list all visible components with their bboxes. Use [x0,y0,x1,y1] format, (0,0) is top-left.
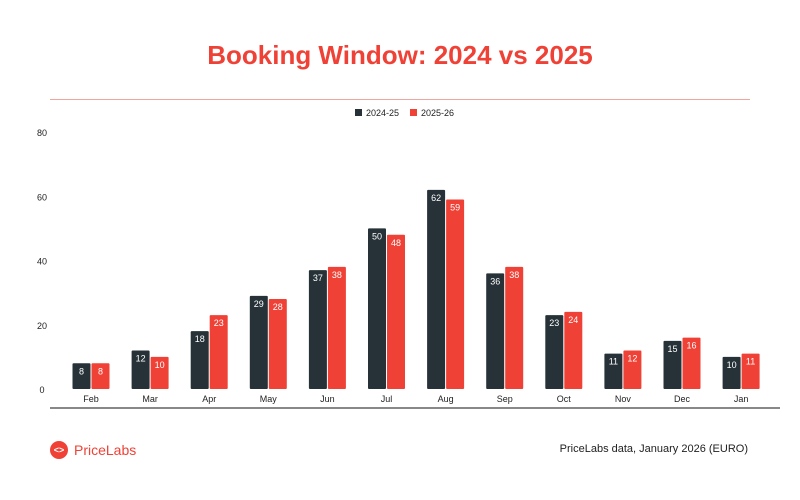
y-tick-label: 80 [37,128,47,138]
bar-2025-26-Jul [387,234,405,389]
bar-2024-25-Mar [131,350,150,389]
bar-2024-25-Jun [308,270,327,389]
x-tick-label: Jul [381,394,393,404]
data-label-2024-25-Oct: 23 [549,318,559,328]
legend-swatch-2025-26 [410,109,417,116]
x-tick-label: Sep [497,394,513,404]
y-tick-label: 0 [39,385,44,395]
data-label-2024-25-Dec: 15 [667,344,677,354]
pricelabs-logo: <> PriceLabs [50,441,136,459]
bar-2024-25-Dec [663,340,682,389]
x-tick-label: Jan [734,394,749,404]
bar-2024-25-Apr [190,331,209,389]
bar-2025-26-Nov [623,350,642,389]
legend-label-2025-26: 2025-26 [421,108,454,118]
bar-2025-26-Feb [91,363,110,389]
pricelabs-logo-icon: <> [50,441,68,459]
x-tick-label: Nov [615,394,632,404]
y-tick-label: 20 [37,321,47,331]
data-label-2025-26-Jan: 11 [746,357,755,367]
data-label-2025-26-Dec: 16 [686,341,696,351]
data-label-2024-25-Jun: 37 [313,273,323,283]
data-label-2024-25-Apr: 18 [195,334,205,344]
bar-2024-25-Nov [604,353,623,389]
data-label-2025-26-Nov: 12 [627,353,637,363]
data-label-2025-26-Sep: 38 [509,270,519,280]
x-tick-label: Oct [557,394,572,404]
legend-label-2024-25: 2024-25 [366,108,399,118]
x-tick-label: Dec [674,394,691,404]
data-label-2025-26-Oct: 24 [568,315,578,325]
source-note: PriceLabs data, January 2026 (EURO) [559,443,748,455]
bar-2025-26-May [268,299,287,389]
bar-2024-25-Jul [368,228,386,389]
y-tick-label: 40 [37,257,47,267]
bar-2025-26-Apr [209,315,228,389]
bar-2024-25-Aug [427,189,446,389]
chart-title: Booking Window: 2024 vs 2025 [207,40,593,70]
data-label-2025-26-Mar: 10 [155,360,165,370]
x-tick-label: Feb [83,394,99,404]
bar-2024-25-Feb [72,363,91,389]
y-tick-label: 60 [37,192,47,202]
bar-chart: 0 20 40 60 80 2024-25 2025-26 Feb 8 8 Mar 12 10 Apr 18… [37,108,780,409]
bar-2025-26-Dec [682,337,701,389]
bar-2024-25-Jan [722,356,741,389]
x-tick-label: Aug [438,394,454,404]
data-label-2024-25-Sep: 36 [490,276,500,286]
title-divider [50,99,750,100]
bar-2024-25-May [249,295,268,389]
x-tick-label: May [260,394,278,404]
data-label-2025-26-Apr: 23 [214,318,224,328]
x-tick-label: Apr [202,394,216,404]
bar-2025-26-Jun [327,266,346,389]
data-label-2024-25-Aug: 62 [431,193,441,203]
data-label-2025-26-May: 28 [273,302,283,312]
data-label-2024-25-Mar: 12 [136,353,146,363]
bar-2024-25-Oct [545,315,564,389]
brand-name: PriceLabs [74,442,137,458]
bar-2025-26-Jan [741,353,760,389]
bar-2025-26-Oct [564,311,583,389]
legend-swatch-2024-25 [355,109,362,116]
x-tick-label: Mar [142,394,158,404]
data-label-2024-25-May: 29 [254,299,264,309]
data-label-2025-26-Jul: 48 [391,238,401,248]
data-label-2024-25-Nov: 11 [609,357,618,367]
data-label-2025-26-Feb: 8 [98,366,103,376]
data-label-2025-26-Aug: 59 [450,202,460,212]
bar-2024-25-Sep [486,273,505,389]
bar-2025-26-Sep [505,266,524,389]
bar-2025-26-Mar [150,356,169,389]
data-label-2024-25-Jul: 50 [372,231,382,241]
bar-2025-26-Aug [446,199,465,389]
x-tick-label: Jun [320,394,335,404]
data-label-2024-25-Jan: 10 [727,360,737,370]
data-label-2025-26-Jun: 38 [332,270,342,280]
data-label-2024-25-Feb: 8 [79,366,84,376]
